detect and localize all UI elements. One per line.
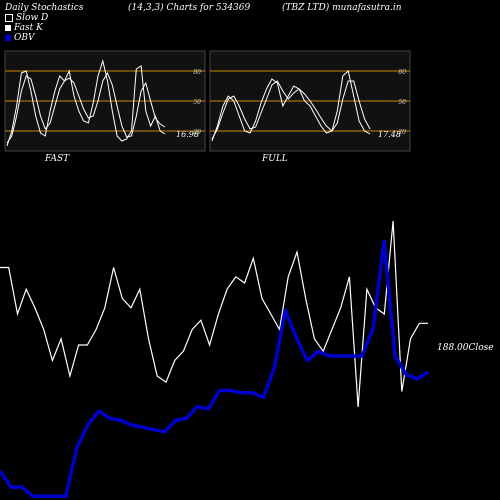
fast-series-line — [6, 59, 166, 147]
obv-line — [0, 239, 429, 499]
legend-swatch-fast-k — [5, 25, 11, 31]
full-series-line — [211, 80, 371, 140]
full-series-line — [211, 70, 371, 142]
full-tick-label: 80 — [398, 69, 406, 76]
legend-obv: OBV — [5, 33, 35, 43]
chart-title: Daily Stochastics — [5, 3, 84, 13]
fast-last-value: 16.98 — [176, 130, 199, 139]
full-tick-label: 50 — [398, 99, 406, 106]
fast-tick-label: 20 — [192, 129, 201, 136]
full-panel-label: FULL — [262, 154, 288, 164]
fast-panel-label: FAST — [45, 154, 70, 164]
fast-tick-label: 80 — [193, 69, 201, 76]
chart-source: (TBZ LTD) munafasutra.in — [282, 3, 402, 13]
legend-label-fast-k: Fast K — [14, 23, 43, 33]
legend-fast-k: Fast K — [5, 23, 43, 33]
legend-swatch-obv — [5, 35, 11, 41]
legend-slow-d: Slow D — [5, 13, 48, 23]
legend-label-slow-d: Slow D — [16, 13, 49, 23]
legend-label-obv: OBV — [14, 33, 35, 43]
full-last-value: 17.48 — [378, 130, 401, 139]
fast-tick-label: 50 — [193, 99, 201, 106]
legend-swatch-slow-d — [5, 14, 13, 22]
chart-params: (14,3,3) Charts for 534369 — [128, 3, 251, 13]
main-stochastic-line — [0, 220, 428, 408]
full-tick-label: 20 — [397, 129, 406, 136]
close-value-label: 188.00Close — [437, 343, 494, 353]
fast-series-line — [6, 71, 166, 144]
